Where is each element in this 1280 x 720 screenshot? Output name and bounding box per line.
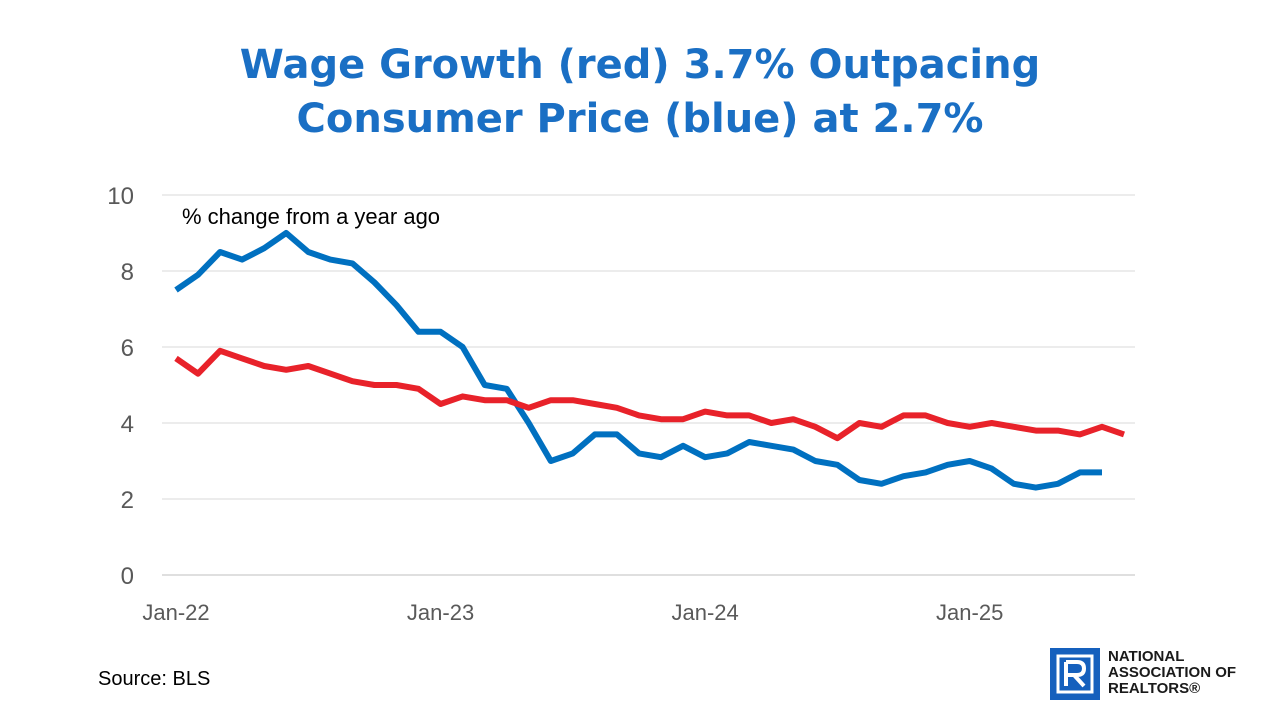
y-tick-label: 2 (121, 487, 134, 514)
logo-line-1: NATIONAL (1108, 648, 1185, 665)
logo-wordmark: NATIONAL ASSOCIATION OF REALTORS® (1108, 649, 1236, 697)
series-line-blue (174, 230, 1102, 491)
chart-title: Wage Growth (red) 3.7% Outpacing Consume… (0, 38, 1280, 146)
y-tick-label: 8 (121, 259, 134, 286)
y-tick-label: 10 (107, 183, 134, 210)
y-tick-label: 4 (121, 411, 134, 438)
x-tick-label: Jan-23 (407, 600, 474, 625)
x-axis-ticks: Jan-22 Jan-23 Jan-24 Jan-25 (142, 600, 1003, 625)
nar-logo: NATIONAL ASSOCIATION OF REALTORS® (1050, 648, 1265, 704)
logo-line-2: ASSOCIATION OF (1108, 664, 1237, 681)
y-tick-label: 6 (121, 335, 134, 362)
x-tick-label: Jan-24 (671, 600, 738, 625)
chart-annotation: % change from a year ago (182, 204, 440, 229)
x-tick-label: Jan-25 (936, 600, 1003, 625)
chart-title-line-2: Consumer Price (blue) at 2.7% (296, 96, 984, 142)
series-lines (174, 230, 1125, 491)
y-tick-label: 0 (121, 563, 134, 590)
y-axis-ticks: 0 2 4 6 8 10 (107, 183, 134, 590)
series-line-red (174, 347, 1125, 442)
grid-lines (162, 194, 1135, 576)
x-tick-label: Jan-22 (142, 600, 209, 625)
logo-line-3: REALTORS® (1108, 680, 1201, 697)
chart-title-line-1: Wage Growth (red) 3.7% Outpacing (239, 42, 1041, 88)
realtor-r-logo-icon (1050, 648, 1100, 700)
source-note: Source: BLS (98, 668, 211, 690)
